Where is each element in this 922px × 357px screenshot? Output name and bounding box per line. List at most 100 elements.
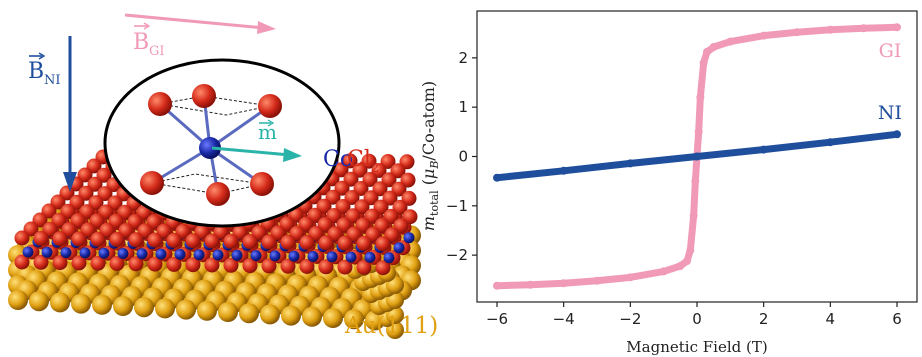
cl-atom: [166, 256, 182, 272]
cl-atom: [280, 258, 296, 274]
data-point: [683, 257, 691, 266]
y-tick-label: 0: [458, 148, 468, 166]
au-atom: [302, 306, 322, 327]
data-point: [893, 130, 901, 139]
au-atom: [197, 300, 217, 321]
cl-atom: [318, 235, 334, 251]
data-point: [559, 279, 568, 288]
cl-atom: [52, 231, 68, 247]
data-point: [659, 267, 668, 276]
au-atom: [134, 297, 154, 318]
svg-text:B: B: [133, 30, 149, 55]
au-atom: [155, 298, 175, 319]
b-ni-arrow: [63, 36, 77, 192]
x-tick-label: 2: [759, 310, 769, 328]
octahedron-inset: m: [103, 58, 341, 228]
svg-text:GI: GI: [149, 44, 165, 59]
y-tick-label: 1: [458, 98, 468, 116]
cl-atom: [128, 256, 144, 272]
cl-atom: [299, 235, 315, 250]
co-atom: [98, 247, 110, 259]
cl-atom: [223, 257, 239, 273]
co-atom: [60, 247, 72, 259]
cl-atom: [242, 258, 258, 274]
cl-atom: [192, 84, 216, 108]
co-atom: [41, 246, 53, 258]
x-tick-label: 0: [692, 310, 702, 328]
series-ni: [493, 130, 901, 182]
data-point: [694, 127, 703, 136]
cl-atom: [206, 182, 230, 206]
cl-atom: [109, 232, 125, 247]
cl-atom: [185, 233, 201, 249]
y-tick-label: −1: [446, 197, 468, 215]
co-atom: [269, 250, 281, 262]
series-layer: [493, 23, 901, 290]
co-atom: [117, 248, 129, 259]
cl-atom: [185, 257, 201, 273]
b-ni-label: B NI: [28, 52, 61, 88]
x-tick-label: −4: [553, 310, 575, 328]
co-atom: [393, 242, 405, 254]
co-atom: [383, 252, 395, 264]
co-atom: [364, 251, 376, 263]
co-atom: [136, 248, 148, 260]
au-atom: [8, 290, 28, 310]
cl-atom: [223, 233, 239, 249]
y-axis: −2 −1 0 1 2: [446, 49, 477, 264]
au-atom: [260, 304, 280, 325]
cl-atom: [52, 255, 68, 271]
data-point: [699, 58, 708, 67]
co-atom: [155, 248, 167, 260]
cl-atom: [14, 254, 30, 270]
data-point: [493, 173, 501, 182]
au-atom: [239, 303, 259, 324]
co-atom: [79, 247, 91, 259]
data-point: [703, 47, 711, 56]
data-point: [493, 281, 501, 290]
co-atom: [250, 250, 262, 262]
x-axis-label: Magnetic Field (T): [626, 338, 767, 356]
cl-atom: [147, 232, 163, 248]
cl-atom: [258, 94, 282, 118]
co-atom: [174, 248, 186, 260]
cl-atom: [375, 260, 391, 276]
au-atom: [29, 291, 49, 312]
au-label: Au(111): [344, 313, 438, 339]
au-atom: [344, 309, 364, 330]
cl-atom: [166, 232, 182, 248]
y-tick-label: −2: [446, 246, 468, 264]
co-atom: [288, 250, 300, 262]
cl-atom: [375, 236, 391, 252]
co-atom: [193, 249, 205, 261]
x-tick-label: 4: [826, 310, 836, 328]
svg-text:B: B: [28, 59, 44, 84]
co-atom: [199, 137, 221, 159]
cl-atom: [242, 234, 258, 250]
series-label-gi: GI: [879, 40, 902, 62]
au-atom: [71, 293, 91, 314]
x-tick-label: −6: [486, 310, 508, 328]
cl-atom: [318, 259, 334, 275]
svg-text:mtotal (μB/Co-atom): mtotal (μB/Co-atom): [419, 81, 441, 231]
au-atom: [281, 305, 301, 326]
data-point: [559, 166, 568, 175]
au-atom: [218, 302, 238, 322]
moment-label: m: [258, 119, 277, 144]
data-point: [759, 31, 768, 40]
cl-atom: [148, 92, 172, 116]
b-gi-arrow: [124, 13, 276, 34]
series-label-ni: NI: [878, 102, 902, 124]
cl-atom: [140, 171, 164, 195]
cl-atom: [71, 255, 87, 271]
cl-atom: [337, 259, 353, 275]
co-atom: [231, 249, 243, 261]
cocl2-label: Co Cl 2: [323, 147, 379, 176]
cl-atom: [261, 234, 277, 250]
data-point: [593, 276, 601, 285]
magnetization-chart: −6 −4 −2 0 2 4 6 −2 −1 0 1 2 GI NI Magnetic Field …: [419, 10, 918, 356]
cl-atom: [337, 235, 353, 251]
cl-atom: [204, 233, 220, 249]
x-tick-label: −2: [619, 310, 641, 328]
